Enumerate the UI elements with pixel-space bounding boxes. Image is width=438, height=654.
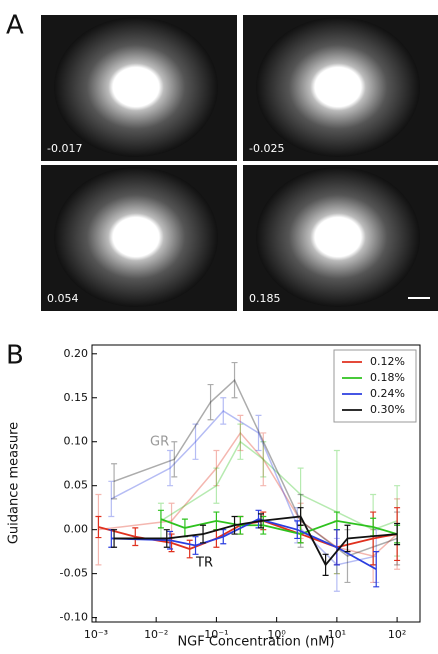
error-bar [237, 414, 244, 452]
gr-line [113, 378, 398, 557]
error-bar [95, 515, 102, 539]
y-tick-label: 0.05 [64, 479, 89, 492]
image-label: 0.185 [249, 292, 281, 305]
y-tick-label: 0.10 [64, 435, 89, 448]
error-bar [192, 423, 199, 460]
error-bar [111, 463, 118, 500]
legend-label: 0.30% [370, 403, 405, 416]
error-bar [260, 441, 267, 478]
error-bar [186, 539, 193, 559]
explant-glow [54, 167, 218, 307]
error-bar [167, 530, 174, 550]
error-bar [220, 397, 227, 425]
error-bar [213, 449, 220, 487]
y-tick-label: 0.00 [64, 523, 89, 536]
error-bar [373, 551, 380, 588]
error-bar [167, 449, 174, 487]
y-axis-label: Guidance measure [7, 422, 22, 544]
error-bar [294, 520, 301, 540]
image-label: -0.017 [47, 142, 82, 155]
error-bar [237, 515, 244, 535]
x-tick-label: 10⁰ [267, 628, 286, 641]
y-tick-label: -0.05 [60, 567, 88, 580]
tr-line [111, 518, 377, 571]
error-bar [213, 467, 220, 504]
error-bar [333, 529, 340, 566]
x-tick-label: 10¹ [328, 628, 346, 641]
error-bar [231, 361, 238, 399]
error-bar [157, 509, 164, 529]
annotation: GR [150, 435, 169, 450]
error-bar [207, 383, 214, 421]
error-bar [255, 414, 262, 452]
y-tick-label: -0.10 [60, 611, 88, 624]
error-bar [108, 480, 115, 518]
error-bar [231, 515, 238, 535]
error-bar [237, 423, 244, 460]
annotation: TR [195, 556, 213, 571]
x-axis-label: NGF Concentration (nM) [177, 635, 334, 650]
explant-glow [54, 17, 218, 157]
explant-glow [256, 17, 420, 157]
y-tick-label: 0.20 [64, 347, 89, 360]
error-bar [171, 441, 178, 478]
error-bar [132, 527, 139, 547]
legend-label: 0.24% [370, 387, 405, 400]
x-tick-label: 10⁻³ [84, 628, 108, 641]
plot-frame [91, 344, 421, 623]
legend-label: 0.18% [370, 371, 405, 384]
legend-label: 0.12% [370, 355, 405, 368]
y-tick-label: 0.15 [64, 391, 89, 404]
error-bar [111, 529, 118, 548]
gr-line [98, 431, 398, 557]
error-bar [200, 524, 207, 544]
error-bar [394, 522, 401, 546]
x-tick-label: 10² [388, 628, 406, 641]
error-bar [258, 513, 264, 529]
panel-label: B [6, 341, 24, 371]
error-bar [260, 432, 267, 487]
panel-label: A [6, 11, 24, 41]
x-tick-label: 10⁻¹ [204, 628, 228, 641]
error-bar [297, 507, 304, 526]
error-bar [192, 536, 199, 555]
error-bar [322, 553, 329, 576]
error-bar [344, 524, 351, 553]
image-label: 0.054 [47, 292, 79, 305]
explant-glow [256, 167, 420, 307]
image-label: -0.025 [249, 142, 284, 155]
x-tick-label: 10⁻² [144, 628, 168, 641]
error-bar [163, 529, 170, 548]
